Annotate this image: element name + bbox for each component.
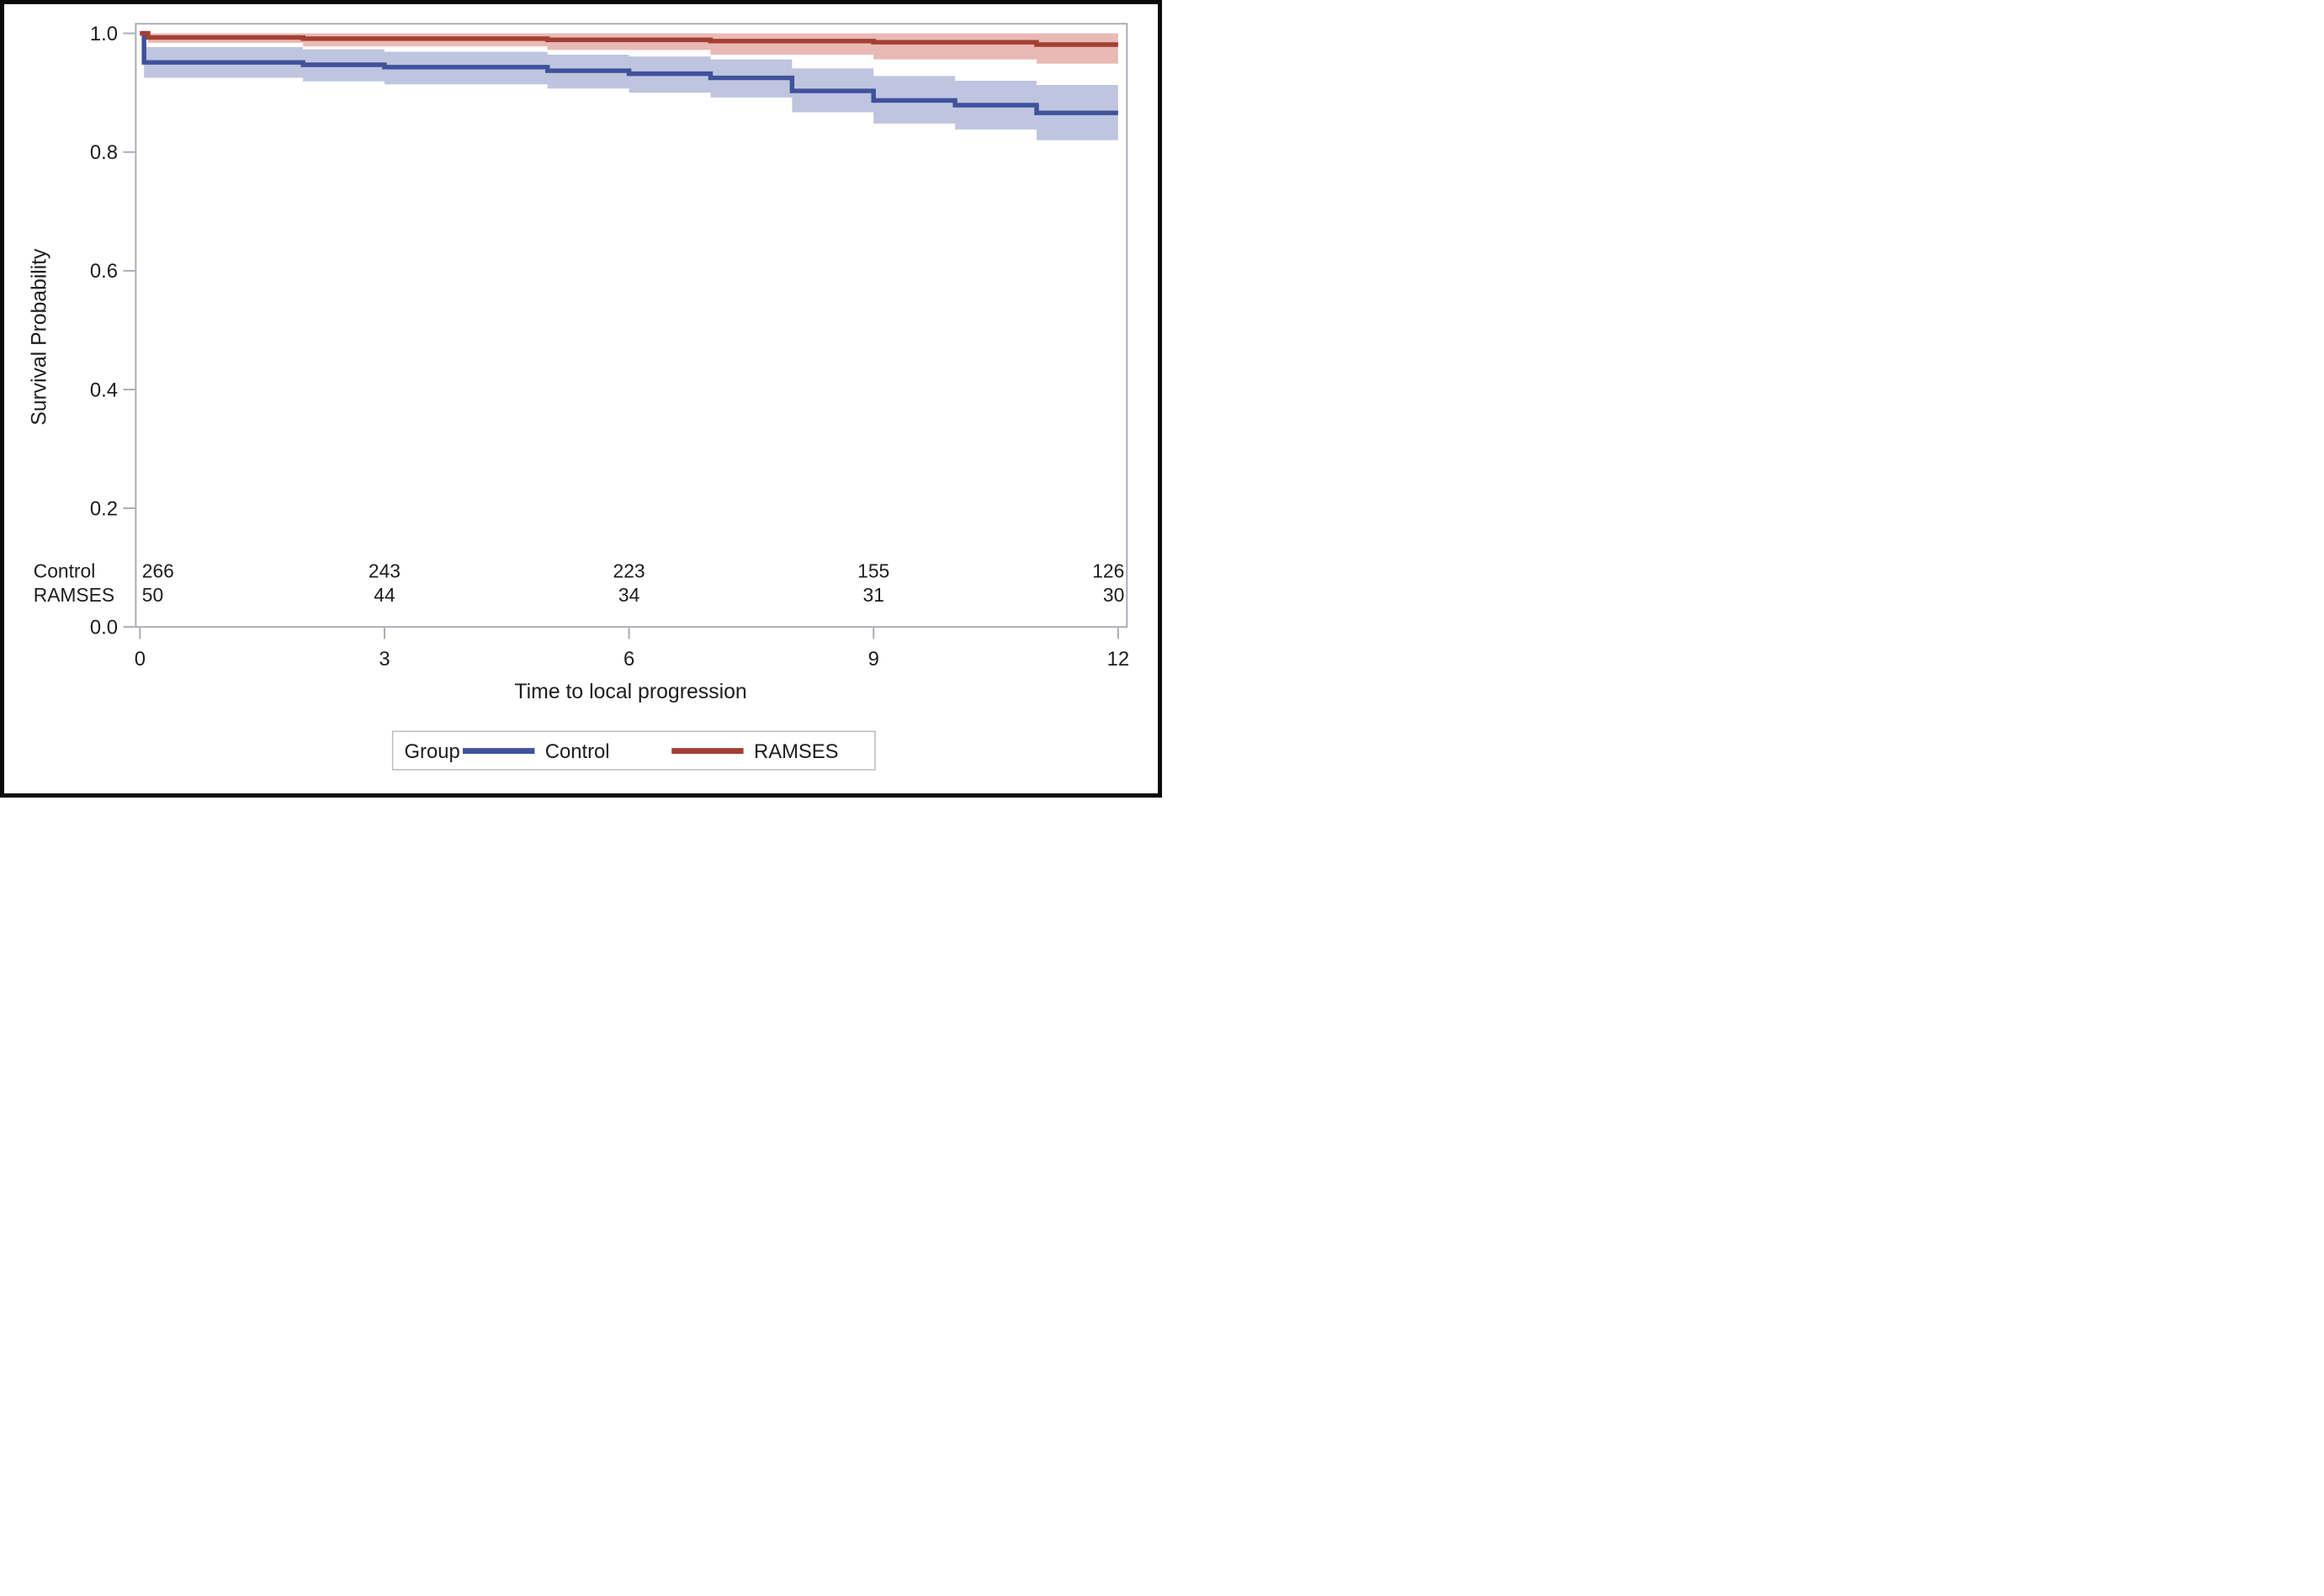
atrisk-row-label-control: Control [34,559,96,581]
atrisk-row-label-ramses: RAMSES [34,584,114,606]
x-tick-label: 6 [623,648,634,671]
at-risk-values-layer: 266 50 243 44 223 34 155 31 126 30 [142,559,1124,606]
x-axis-title: Time to local progression [514,681,746,703]
y-axis-title: Survival Probability [29,248,51,426]
atrisk-value-control-t12: 126 [1092,559,1124,581]
km-plot-figure: 0.0 0.2 0.4 0.6 0.8 1.0 0 3 6 9 12 266 50 243 44 223 34… [0,0,1162,798]
ci-bands-layer [144,33,1118,141]
y-tick-label: 0.8 [90,141,118,164]
ramses-survival-curve [140,30,1118,47]
y-tick-label: 1.0 [90,23,118,45]
control-survival-curve [140,30,1118,115]
y-tick-label: 0.0 [90,617,118,639]
plot-frame [135,23,1128,628]
atrisk-value-ramses-t3: 44 [374,584,395,606]
atrisk-value-control-t9: 155 [857,559,889,581]
atrisk-value-ramses-t9: 31 [863,584,884,606]
y-tick-label: 0.6 [90,260,118,283]
y-tick-label: 0.2 [90,498,118,521]
x-tick-label: 12 [1107,648,1129,671]
x-tick-label: 0 [135,648,146,671]
legend: Group Control RAMSES [391,730,876,771]
axis-ticks-layer: 0.0 0.2 0.4 0.6 0.8 1.0 0 3 6 9 12 [90,23,1129,671]
x-tick-label: 9 [868,648,879,671]
x-tick-label: 3 [379,648,390,671]
atrisk-value-ramses-t12: 30 [1103,584,1124,606]
control-ci-band [144,46,1118,141]
legend-label-control: Control [545,740,610,763]
legend-label-ramses: RAMSES [754,740,839,763]
atrisk-value-ramses-t6: 34 [618,584,639,606]
atrisk-value-control-t6: 223 [613,559,645,581]
atrisk-value-control-t3: 243 [369,559,401,581]
y-tick-label: 0.4 [90,379,118,401]
survival-curves-layer [140,30,1118,115]
legend-title: Group [405,740,460,763]
atrisk-value-control-t0: 266 [142,559,174,581]
atrisk-value-ramses-t0: 50 [142,584,163,606]
km-chart: 0.0 0.2 0.4 0.6 0.8 1.0 0 3 6 9 12 266 50 243 44 223 34… [29,23,1129,771]
